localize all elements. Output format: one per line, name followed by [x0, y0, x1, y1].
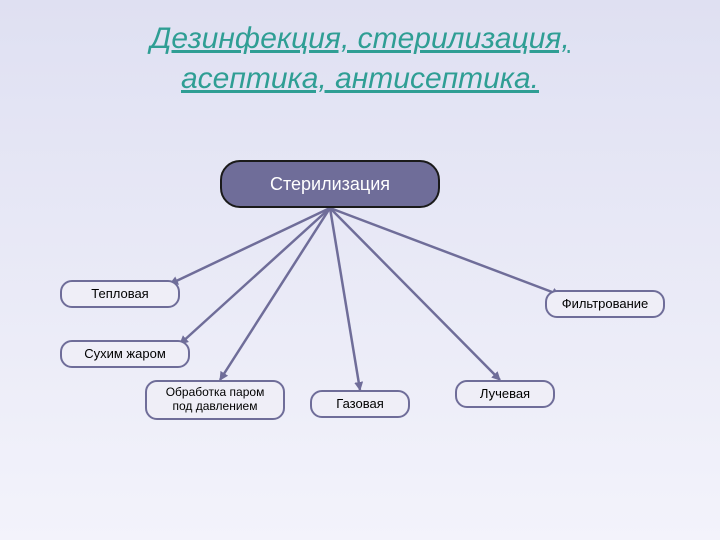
child-node-0: Тепловая — [60, 280, 180, 308]
child-node-5: Фильтрование — [545, 290, 665, 318]
slide-title-line1: Дезинфекция, стерилизация, — [0, 22, 720, 56]
child-node-3: Газовая — [310, 390, 410, 418]
root-node: Стерилизация — [220, 160, 440, 208]
child-node-4: Лучевая — [455, 380, 555, 408]
slide-title-line2: асептика, антисептика. — [0, 62, 720, 96]
child-node-1: Сухим жаром — [60, 340, 190, 368]
edge-5 — [330, 208, 560, 295]
edge-4 — [330, 208, 500, 380]
child-node-2: Обработка паром под давлением — [145, 380, 285, 420]
